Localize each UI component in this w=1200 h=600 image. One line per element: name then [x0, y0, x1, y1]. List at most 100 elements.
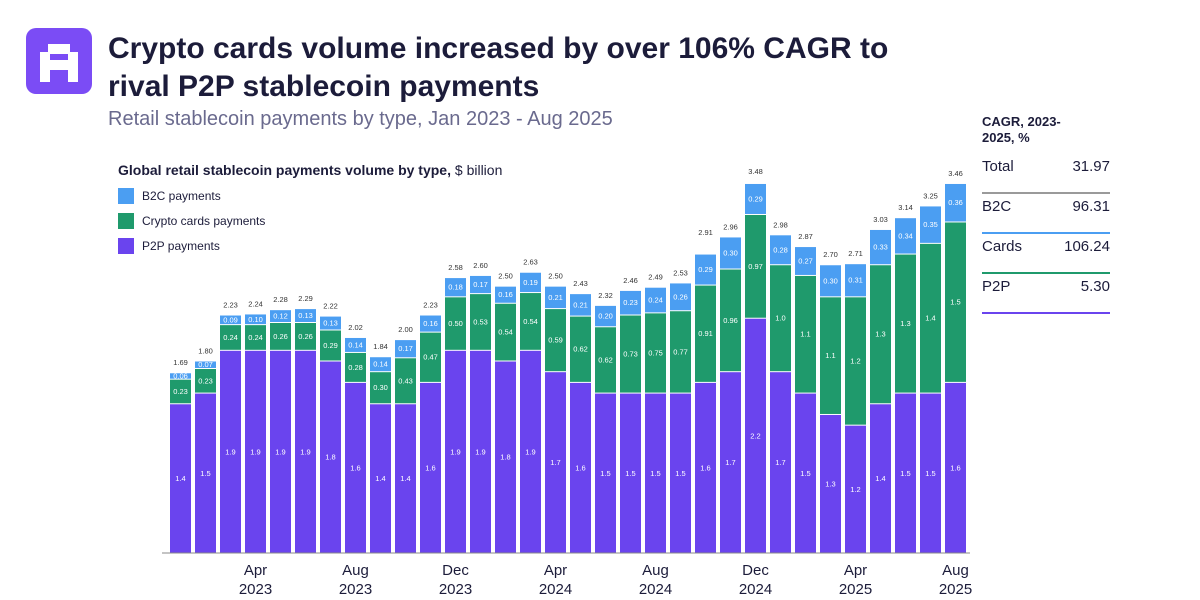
segment-label: 0.53 — [473, 317, 488, 326]
bar-segment — [720, 372, 741, 553]
bar-segment — [395, 404, 416, 553]
segment-label: 1.9 — [450, 447, 460, 456]
segment-label: 0.21 — [573, 300, 588, 309]
segment-label: 1.6 — [575, 463, 585, 472]
bar-segment — [795, 275, 816, 393]
cagr-row: Total 31.97 — [982, 158, 1110, 175]
cagr-divider — [982, 192, 1110, 194]
total-label: 3.25 — [923, 191, 938, 200]
segment-label: 1.1 — [825, 351, 835, 360]
segment-label: 0.28 — [773, 245, 788, 254]
cagr-label: Cards — [982, 238, 1023, 255]
bar-segment — [770, 235, 791, 265]
bar-segment — [870, 404, 891, 553]
segment-label: 1.0 — [775, 314, 785, 323]
segment-label: 0.54 — [498, 328, 513, 337]
segment-label: 1.2 — [850, 356, 860, 365]
bar-segment — [195, 393, 216, 553]
bar-segment — [195, 368, 216, 393]
segment-label: 1.5 — [900, 469, 910, 478]
legend-swatch — [118, 188, 134, 204]
cagr-row: P2P 5.30 — [982, 278, 1110, 295]
cagr-row: B2C 96.31 — [982, 198, 1110, 215]
bar-segment — [420, 315, 441, 332]
segment-label: 1.3 — [825, 479, 835, 488]
bar-segment — [845, 425, 866, 553]
segment-label: 1.6 — [950, 463, 960, 472]
bar-segment — [795, 393, 816, 553]
segment-label: 1.6 — [700, 463, 710, 472]
bar-segment — [720, 269, 741, 372]
segment-label: 0.13 — [323, 319, 338, 328]
total-label: 2.24 — [248, 299, 263, 308]
cagr-value: 5.30 — [1080, 278, 1110, 295]
bar-segment — [445, 297, 466, 350]
bar-segment — [295, 350, 316, 553]
bar-segment — [470, 294, 491, 350]
bar-segment — [670, 311, 691, 393]
segment-label: 0.43 — [398, 376, 413, 385]
total-label: 2.50 — [548, 272, 563, 281]
segment-label: 1.5 — [200, 469, 210, 478]
total-label: 2.71 — [848, 249, 863, 258]
bar-segment — [945, 183, 966, 222]
segment-label: 0.21 — [548, 293, 563, 302]
bar-segment — [370, 357, 391, 372]
segment-label: 1.3 — [900, 319, 910, 328]
segment-label: 1.9 — [525, 447, 535, 456]
bar-segment — [445, 350, 466, 553]
segment-label: 0.17 — [473, 280, 488, 289]
total-label: 1.69 — [173, 358, 188, 367]
title: Crypto cards volume increased by over 10… — [108, 32, 889, 103]
bar-segment — [945, 222, 966, 382]
segment-label: 0.36 — [948, 198, 963, 207]
total-label: 2.96 — [723, 222, 738, 231]
segment-label: 0.62 — [598, 355, 613, 364]
total-label: 2.87 — [798, 232, 813, 241]
total-label: 2.91 — [698, 228, 713, 237]
bar-segment — [770, 265, 791, 372]
segment-label: 0.31 — [848, 276, 863, 285]
bar-segment — [820, 265, 841, 297]
segment-label: 0.96 — [723, 316, 738, 325]
bar-segment — [745, 318, 766, 553]
bar-segment — [845, 264, 866, 297]
segment-label: 1.9 — [275, 447, 285, 456]
segment-label: 0.33 — [873, 243, 888, 252]
bar-segment — [345, 352, 366, 382]
x-tick-label: Aug 2023 — [338, 562, 373, 598]
segment-label: 1.6 — [425, 463, 435, 472]
segment-label: 1.5 — [625, 469, 635, 478]
segment-label: 0.62 — [573, 345, 588, 354]
subtitle: Retail stablecoin payments by type, Jan … — [108, 108, 613, 130]
bar-segment — [570, 382, 591, 553]
bar-segment — [420, 382, 441, 553]
total-label: 2.49 — [648, 273, 663, 282]
bar-segment — [420, 332, 441, 382]
segment-label: 0.59 — [548, 336, 563, 345]
segment-label: 0.20 — [598, 312, 613, 321]
bar-segment — [495, 361, 516, 553]
total-label: 2.43 — [573, 279, 588, 288]
bar-segment — [545, 309, 566, 372]
bar-segment — [820, 414, 841, 553]
bar-segment — [170, 404, 191, 553]
bar-segment — [570, 294, 591, 316]
segment-label: 1.3 — [875, 330, 885, 339]
segment-label: 0.13 — [298, 311, 313, 320]
x-tick-label: Dec 2023 — [438, 562, 473, 598]
cagr-label: P2P — [982, 278, 1011, 295]
segment-label: 1.8 — [500, 453, 510, 462]
bar-segment — [570, 316, 591, 382]
bar-segment — [745, 214, 766, 318]
total-label: 2.98 — [773, 220, 788, 229]
segment-label: 0.29 — [323, 341, 338, 350]
cagr-divider — [982, 232, 1110, 234]
legend-label: P2P payments — [142, 239, 220, 253]
chart-title-main: Global retail stablecoin payments volume… — [118, 162, 451, 178]
total-label: 2.02 — [348, 323, 363, 332]
total-label: 3.46 — [948, 169, 963, 178]
segment-label: 0.24 — [648, 296, 663, 305]
cagr-divider — [982, 312, 1110, 314]
